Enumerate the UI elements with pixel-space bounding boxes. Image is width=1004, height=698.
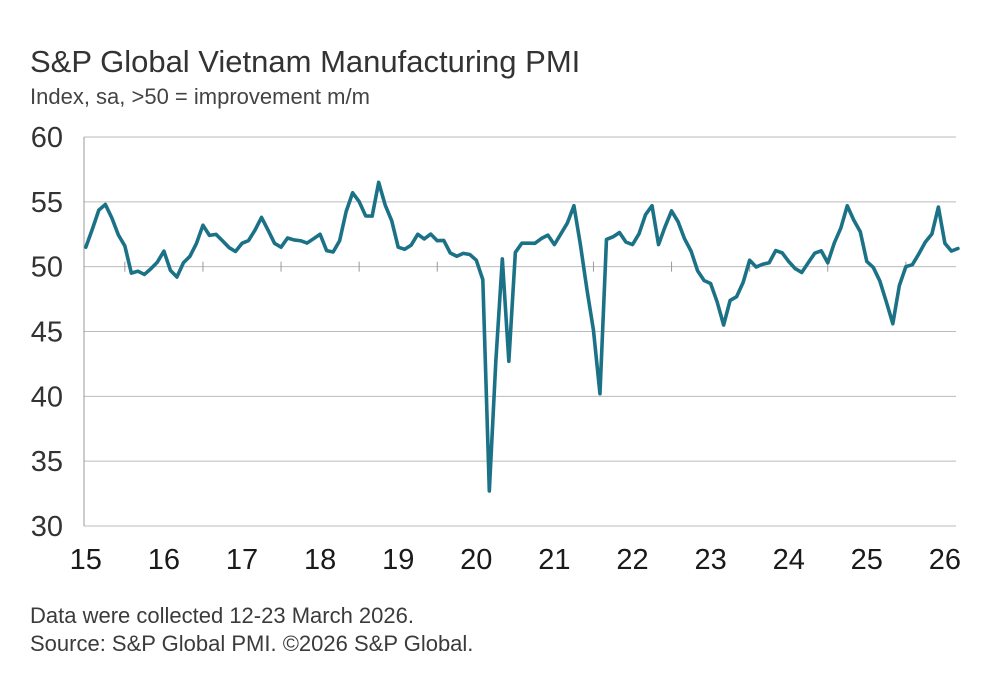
svg-text:16: 16 [148,544,180,576]
svg-text:25: 25 [851,544,883,576]
svg-text:50: 50 [31,252,63,284]
svg-text:55: 55 [31,187,63,219]
svg-text:23: 23 [694,544,726,576]
svg-text:60: 60 [31,122,63,154]
svg-text:45: 45 [31,317,63,349]
svg-text:19: 19 [382,544,414,576]
svg-text:30: 30 [31,511,63,543]
svg-text:21: 21 [538,544,570,576]
svg-text:24: 24 [773,544,805,576]
svg-text:18: 18 [304,544,336,576]
svg-text:20: 20 [460,544,492,576]
svg-text:15: 15 [70,544,102,576]
svg-text:35: 35 [31,446,63,478]
svg-text:17: 17 [226,544,258,576]
svg-text:26: 26 [929,544,961,576]
svg-text:22: 22 [616,544,648,576]
svg-text:40: 40 [31,381,63,413]
